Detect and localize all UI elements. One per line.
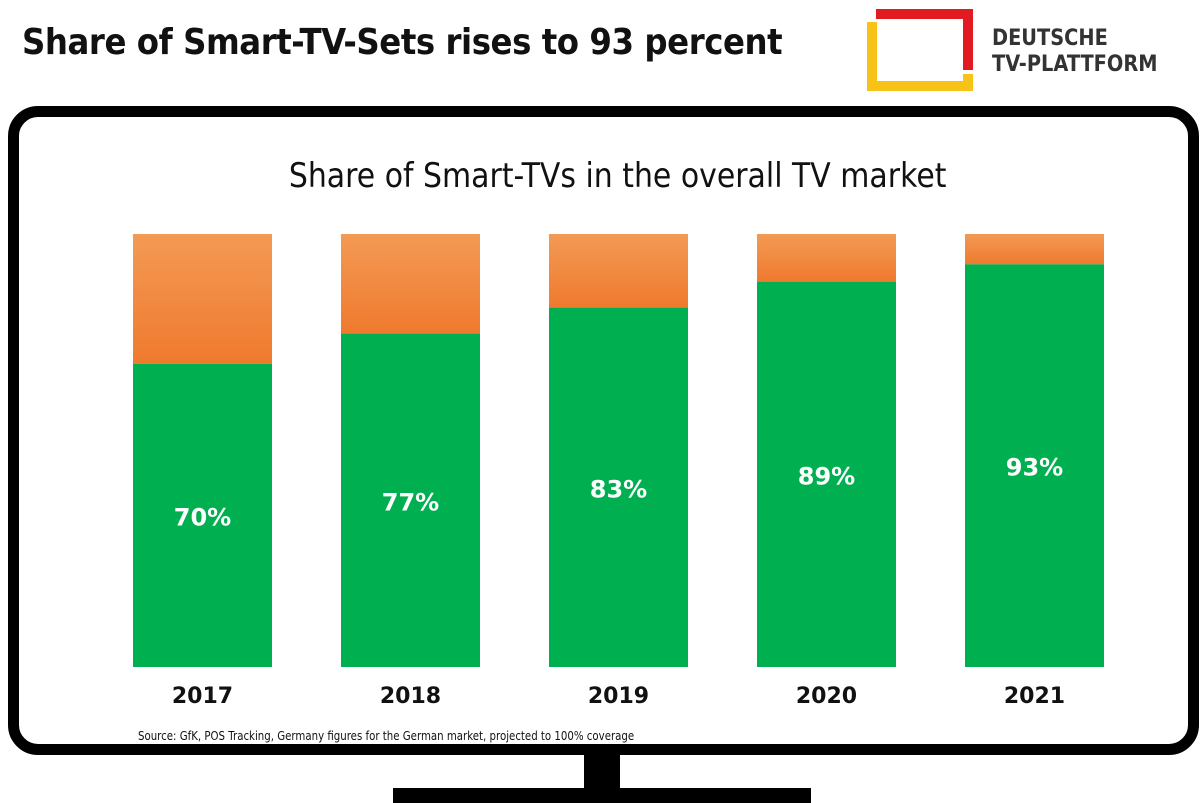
bar-smart-2020 [757, 281, 896, 667]
logo-frame-icon [867, 9, 973, 91]
data-label-2018: 77% [382, 488, 439, 516]
chart-title-text: Share of Smart-TVs in the overall TV mar… [289, 156, 947, 196]
bar-other-2019 [549, 234, 688, 308]
bar-smart-2017 [133, 363, 272, 667]
x-tick-label-2018: 2018 [380, 684, 441, 709]
logo-line-2: TV-PLATTFORM [992, 52, 1158, 77]
bar-other-2018 [341, 234, 480, 334]
x-tick-label-2020: 2020 [796, 684, 857, 709]
bar-smart-2018 [341, 333, 480, 667]
data-label-2017: 70% [174, 503, 231, 531]
tv-stand-base [393, 788, 811, 803]
bar-smart-2019 [549, 307, 688, 667]
bar-other-2021 [965, 234, 1104, 265]
data-label-2021: 93% [1006, 454, 1063, 482]
bar-other-2017 [133, 234, 272, 364]
chart-title: Share of Smart-TVs in the overall TV mar… [0, 156, 1200, 196]
logo-line-1: DEUTSCHE [992, 26, 1108, 51]
page-headline: Share of Smart-TV-Sets rises to 93 perce… [22, 22, 783, 63]
source-note: Source: GfK, POS Tracking, Germany figur… [138, 729, 635, 743]
x-tick-label-2021: 2021 [1004, 684, 1065, 709]
data-label-2019: 83% [590, 475, 647, 503]
x-tick-label-2017: 2017 [172, 684, 233, 709]
data-label-2020: 89% [798, 462, 855, 490]
bar-smart-2021 [965, 264, 1104, 667]
x-tick-label-2019: 2019 [588, 684, 649, 709]
deutsche-tv-plattform-logo: DEUTSCHE TV-PLATTFORM [864, 8, 1194, 92]
tv-stand-neck [584, 753, 620, 789]
bar-other-2020 [757, 234, 896, 282]
logo-wordmark: DEUTSCHE TV-PLATTFORM [992, 26, 1158, 78]
